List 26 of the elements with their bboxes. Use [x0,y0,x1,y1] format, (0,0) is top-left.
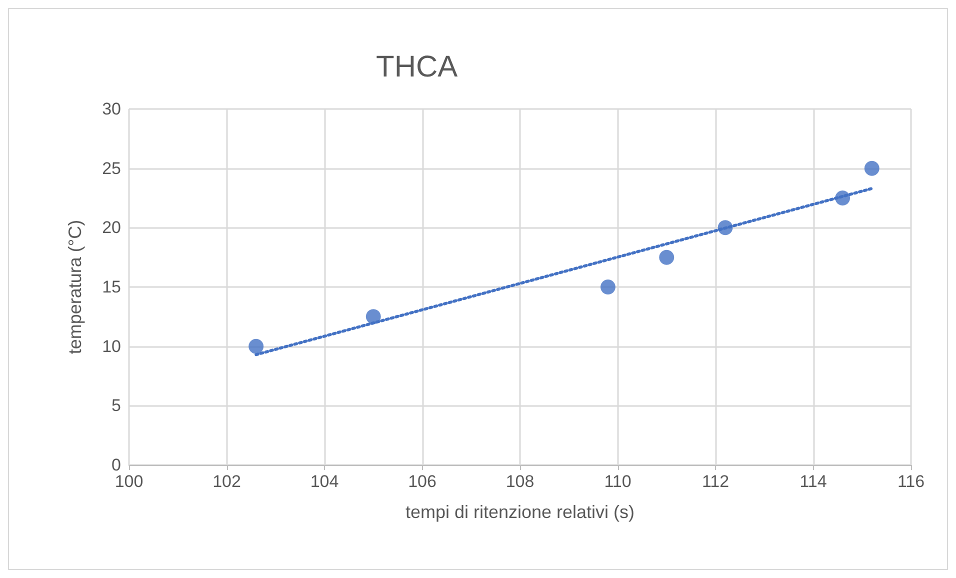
y-tick-label: 5 [112,396,121,416]
chart-title: THCA [376,50,458,84]
x-tick-label: 108 [506,472,534,491]
x-tick-label: 116 [897,472,925,491]
point [835,190,850,206]
x-tick-label: 104 [310,472,339,491]
x-tick-label: 110 [604,472,632,491]
x-tick-label: 100 [114,472,144,491]
point [718,220,733,236]
y-tick-label: 25 [102,158,121,178]
y-tick-label: 20 [102,218,121,238]
y-tick-label: 15 [102,278,121,296]
y-tick-label: 30 [102,100,121,118]
point [864,160,880,176]
point [659,250,674,265]
x-tick-label: 102 [212,472,241,491]
y-axis-title: temperatura (°C) [65,220,85,354]
y-tick-label: 10 [102,336,121,356]
point [248,338,264,354]
x-tick-label: 112 [702,472,730,491]
y-tick-label: 0 [112,456,121,474]
x-tick-label: 106 [408,472,436,491]
point [366,309,381,324]
x-axis-title: tempi di ritenzione relativi (s) [405,502,635,522]
point [600,280,616,294]
x-tick-label: 114 [800,472,827,491]
